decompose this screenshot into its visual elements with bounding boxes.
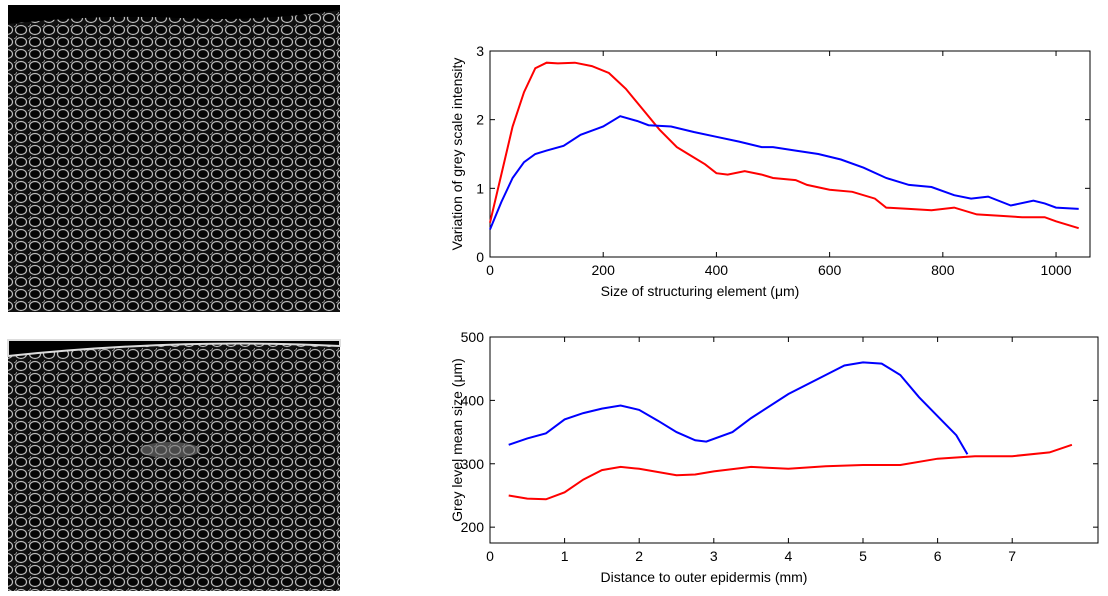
x-axis-label: Size of structuring element (μm): [601, 283, 800, 299]
x-tick-label: 400: [705, 262, 729, 278]
x-tick-label: 2: [635, 548, 643, 564]
micrograph-feature: [140, 442, 200, 458]
y-tick-label: 300: [461, 456, 485, 472]
x-tick-label: 800: [931, 262, 955, 278]
y-tick-label: 500: [461, 329, 485, 345]
x-tick-label: 7: [1008, 548, 1016, 564]
x-tick-label: 200: [592, 262, 616, 278]
x-tick-label: 3: [710, 548, 718, 564]
plot-area: [489, 50, 1091, 258]
data-line: [489, 61, 1079, 230]
y-tick-label: 2: [476, 112, 484, 128]
x-tick-label: 6: [934, 548, 942, 564]
x-tick-label: 600: [818, 262, 842, 278]
data-line: [489, 115, 1079, 230]
micrograph-edge: [7, 339, 341, 358]
micrograph-top: [8, 5, 340, 312]
x-axis-label: Distance to outer epidermis (mm): [601, 569, 808, 585]
x-tick-label: 4: [785, 548, 793, 564]
x-tick-label: 1: [561, 548, 569, 564]
y-tick-label: 200: [461, 519, 485, 535]
plot-area: [489, 336, 1099, 544]
y-tick-label: 1: [476, 180, 484, 196]
x-tick-label: 5: [859, 548, 867, 564]
y-axis-label: Grey level mean size (μm): [449, 358, 465, 522]
micrograph-edge: [8, 5, 340, 24]
y-tick-label: 0: [476, 249, 484, 265]
data-line: [508, 361, 969, 455]
x-tick-label: 1000: [1040, 262, 1071, 278]
y-axis-label: Variation of grey scale intensity: [449, 58, 465, 251]
x-tick-label: 0: [486, 548, 494, 564]
data-line: [508, 443, 1073, 501]
y-tick-label: 3: [476, 43, 484, 59]
x-tick-label: 0: [486, 262, 494, 278]
y-tick-label: 400: [461, 392, 485, 408]
micrograph-bottom: [8, 340, 340, 591]
